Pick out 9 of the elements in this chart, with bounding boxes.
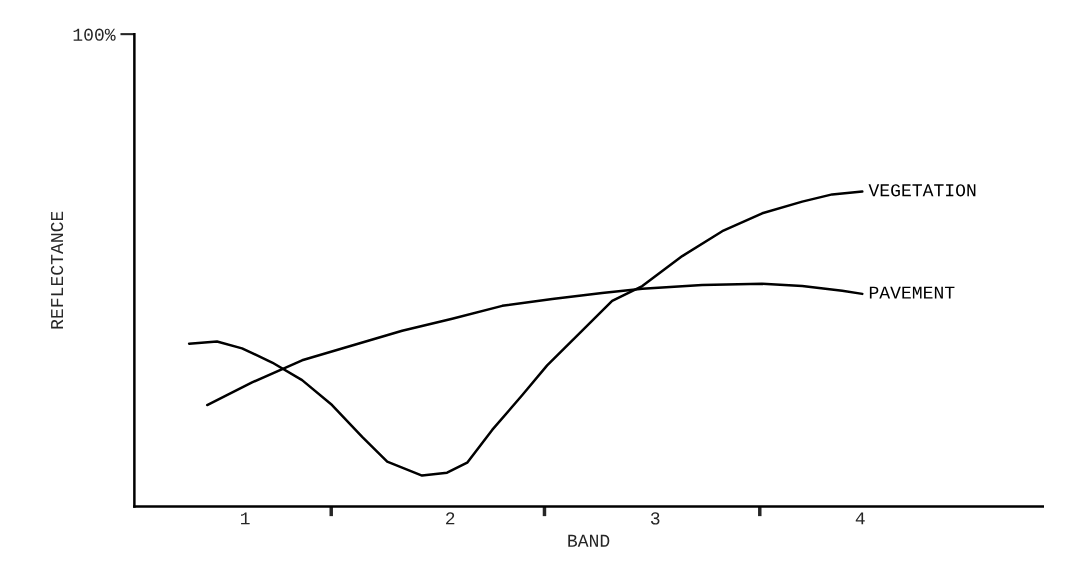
series-label: VEGETATION <box>868 184 976 197</box>
x-tick-label: 1 <box>240 512 250 525</box>
x-axis-title: BAND <box>568 534 610 547</box>
x-tick-label: 3 <box>650 512 660 525</box>
x-tick-label: 4 <box>855 512 865 525</box>
series-label: PAVEMENT <box>869 286 955 299</box>
y-axis-title: REFLECTANCE <box>50 211 64 329</box>
text: 100% <box>73 28 116 41</box>
x-tick-label: 2 <box>446 512 455 525</box>
